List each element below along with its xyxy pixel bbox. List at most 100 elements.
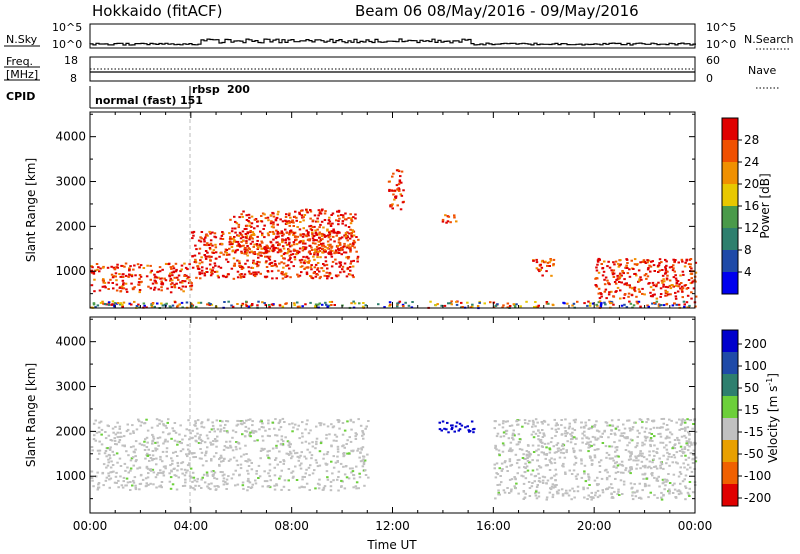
echo-cell xyxy=(536,468,539,471)
echo-cell xyxy=(295,238,298,241)
echo-cell xyxy=(339,264,342,267)
colorbar-bin xyxy=(722,462,738,484)
echo-cell xyxy=(597,430,601,433)
echo-cell xyxy=(119,302,123,305)
echo-cell xyxy=(287,214,291,217)
echo-cell xyxy=(501,422,505,425)
echo-cell xyxy=(678,283,681,286)
echo-cell xyxy=(357,447,360,450)
echo-cell xyxy=(607,453,611,456)
echo-cell xyxy=(585,443,588,445)
echo-cell xyxy=(113,437,116,440)
echo-cell xyxy=(684,487,688,489)
echo-cell xyxy=(197,268,201,270)
echo-cell xyxy=(514,487,517,490)
echo-cell xyxy=(288,245,292,248)
echo-cell xyxy=(648,450,651,453)
echo-cell xyxy=(209,303,212,305)
echo-cell xyxy=(176,469,179,472)
echo-cell xyxy=(438,421,441,424)
echo-cell xyxy=(229,444,232,447)
echo-cell xyxy=(169,277,173,280)
echo-cell xyxy=(272,246,276,249)
echo-cell xyxy=(299,240,302,243)
echo-cell xyxy=(313,258,316,261)
echo-cell xyxy=(601,267,605,269)
echo-cell xyxy=(349,250,352,253)
echo-cell xyxy=(149,271,152,274)
echo-cell xyxy=(293,256,297,259)
echo-cell xyxy=(645,421,648,424)
echo-cell xyxy=(648,264,651,267)
echo-cell xyxy=(518,448,522,451)
echo-cell xyxy=(635,295,638,298)
echo-cell xyxy=(388,301,392,304)
echo-cell xyxy=(556,442,560,445)
echo-cell xyxy=(653,302,656,304)
echo-cell xyxy=(230,243,234,246)
echo-cell xyxy=(156,270,160,273)
echo-cell xyxy=(325,470,329,473)
echo-cell xyxy=(324,235,328,238)
echo-cell xyxy=(302,216,305,219)
echo-cell xyxy=(249,231,252,234)
echo-cell xyxy=(322,226,325,229)
echo-cell xyxy=(264,304,267,306)
echo-cell xyxy=(114,275,117,278)
echo-cell xyxy=(281,220,285,223)
echo-cell xyxy=(637,288,641,291)
echo-cell xyxy=(620,432,623,435)
echo-cell xyxy=(676,280,680,283)
echo-cell xyxy=(622,297,626,300)
echo-cell xyxy=(274,219,278,222)
echo-cell xyxy=(662,285,665,288)
echo-cell xyxy=(209,242,213,245)
echo-cell xyxy=(203,243,206,246)
echo-cell xyxy=(320,243,323,245)
echo-cell xyxy=(198,457,202,460)
echo-cell xyxy=(134,460,138,463)
echo-cell xyxy=(649,265,653,268)
echo-cell xyxy=(102,279,105,282)
echo-cell xyxy=(630,452,633,455)
echo-cell xyxy=(236,419,239,422)
echo-cell xyxy=(537,465,541,468)
echo-cell xyxy=(690,272,694,275)
echo-cell xyxy=(306,261,309,264)
echo-cell xyxy=(453,430,456,433)
echo-cell xyxy=(161,283,164,286)
echo-cell xyxy=(104,479,108,482)
echo-cell xyxy=(675,303,678,306)
echo-cell xyxy=(616,446,619,448)
echo-cell xyxy=(127,275,130,278)
echo-cell xyxy=(176,443,179,446)
echo-cell xyxy=(680,448,684,451)
echo-cell xyxy=(185,274,188,277)
echo-cell xyxy=(564,473,567,475)
echo-cell xyxy=(145,436,149,439)
echo-cell xyxy=(91,271,94,274)
echo-cell xyxy=(692,454,695,456)
echo-cell xyxy=(222,253,225,256)
echo-cell xyxy=(302,261,306,264)
echo-cell xyxy=(692,423,695,425)
echo-cell xyxy=(180,462,183,465)
echo-cell xyxy=(315,248,318,251)
echo-cell xyxy=(259,254,262,257)
echo-cell xyxy=(292,426,295,429)
echo-cell xyxy=(665,428,668,431)
echo-cell xyxy=(300,214,304,217)
echo-cell xyxy=(314,220,318,223)
echo-cell xyxy=(672,285,675,288)
echo-cell xyxy=(389,303,392,306)
echo-cell xyxy=(310,229,314,231)
echo-cell xyxy=(522,490,525,492)
echo-cell xyxy=(252,431,255,434)
echo-cell xyxy=(170,437,173,440)
echo-cell xyxy=(388,304,391,307)
echo-cell xyxy=(289,250,292,253)
echo-cell xyxy=(343,234,346,237)
echo-cell xyxy=(322,244,325,247)
echo-cell xyxy=(619,289,622,292)
echo-cell xyxy=(685,301,689,304)
